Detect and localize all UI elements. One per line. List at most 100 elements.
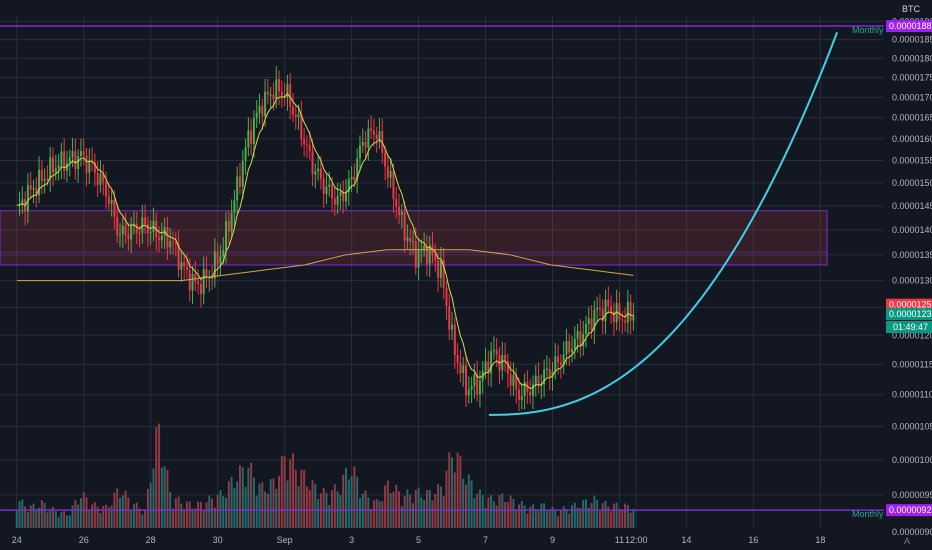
monthly-label-upper: Monthly <box>852 25 884 35</box>
candle-body <box>314 171 317 175</box>
volume-bar <box>233 488 236 528</box>
candle-body <box>398 206 401 215</box>
volume-bar <box>425 490 428 528</box>
volume-bar <box>135 502 138 528</box>
candle-body <box>244 147 247 162</box>
volume-bar <box>626 504 629 528</box>
volume-bar <box>618 508 621 528</box>
candle-body <box>63 151 66 171</box>
candle-body <box>74 150 77 170</box>
volume-bar <box>197 501 200 528</box>
volume-bar <box>473 498 476 528</box>
candles <box>18 65 635 412</box>
volume-bar <box>202 509 205 528</box>
y-tick-label: 0.00001600 <box>892 134 932 144</box>
volume-bar <box>43 502 46 528</box>
candle-body <box>261 106 264 117</box>
candle-body <box>264 91 267 117</box>
volume-bar <box>632 508 635 528</box>
candle-body <box>52 157 54 173</box>
volume-bar <box>537 510 540 528</box>
volume-bar <box>629 512 632 528</box>
volume-bar <box>462 478 465 528</box>
volume-bar <box>610 511 613 528</box>
monthly-badge-lower-text: 0.00000929 <box>889 505 932 515</box>
volume-bar <box>121 495 124 528</box>
candle-body <box>174 241 177 244</box>
volume-bar <box>258 483 261 528</box>
volume-bar <box>621 509 624 528</box>
volume-bar <box>141 514 144 528</box>
candle-body <box>342 191 345 202</box>
volume-bar <box>241 467 244 528</box>
y-tick-label: 0.00000900 <box>892 527 932 537</box>
candle-body <box>579 331 582 347</box>
candle-body <box>529 392 532 396</box>
candle-body <box>370 128 373 131</box>
candle-body <box>400 212 403 215</box>
candle-body <box>412 241 414 243</box>
candle-body <box>439 260 442 279</box>
volume-bar <box>158 423 161 528</box>
volume-bar <box>177 496 180 528</box>
volume-bar <box>378 501 381 528</box>
volume-bar <box>409 494 412 528</box>
candle-body <box>135 224 138 234</box>
candle-body <box>612 311 615 323</box>
candle-body <box>372 130 375 135</box>
candle-body <box>601 309 604 322</box>
candle-body <box>68 157 71 163</box>
candle-body <box>459 362 462 374</box>
candle-body <box>425 246 428 264</box>
price-axis[interactable]: 0.000019000.000018500.000018000.00001750… <box>892 16 932 536</box>
volume-bar <box>358 498 361 528</box>
candle-body <box>300 114 303 140</box>
candle-body <box>96 172 99 185</box>
candle-body <box>437 260 440 279</box>
volume-bar <box>314 483 317 528</box>
candle-body <box>414 241 417 268</box>
volume-bar <box>465 484 467 528</box>
volume-bar <box>194 508 197 528</box>
candle-body <box>146 224 149 234</box>
x-tick-label: 28 <box>146 535 156 545</box>
volume-bar <box>559 510 562 528</box>
candle-body <box>205 269 208 279</box>
volume-bar <box>487 497 490 528</box>
y-tick-label: 0.00001850 <box>892 35 932 45</box>
volume-bar <box>155 427 158 528</box>
volume-bar <box>428 489 431 528</box>
candle-body <box>624 320 627 323</box>
volume-bar <box>531 504 534 528</box>
volume-bar <box>79 498 82 528</box>
candle-body <box>492 349 495 352</box>
volume-bar <box>420 497 423 528</box>
volume-bar <box>456 452 459 528</box>
candle-body <box>501 354 504 371</box>
volume-bar <box>91 504 94 528</box>
log-scale-button[interactable]: A <box>904 536 910 546</box>
candle-body <box>107 196 110 204</box>
volume-bar <box>174 498 177 528</box>
volume-bar <box>596 499 599 528</box>
volume-bar <box>127 497 130 528</box>
candle-body <box>610 306 613 312</box>
volume-bar <box>199 501 202 528</box>
volume-bar <box>191 508 194 528</box>
volume-bar <box>601 503 604 528</box>
volume-bar <box>74 500 77 528</box>
volume-bar <box>52 506 54 528</box>
volume-bar <box>303 469 306 528</box>
volume-bar <box>579 508 582 528</box>
volume-bar <box>216 494 219 528</box>
volume-bar <box>412 503 414 528</box>
volume-bar <box>250 462 253 528</box>
volume-bar <box>484 508 487 528</box>
volume-bar <box>132 504 135 528</box>
candle-body <box>158 237 161 241</box>
time-axis[interactable]: 24 26 28 30 Sep 3 5 7 9 11 12:00 14 16 18 <box>12 535 826 545</box>
volume-bar <box>548 510 551 528</box>
candle-body <box>202 269 205 294</box>
